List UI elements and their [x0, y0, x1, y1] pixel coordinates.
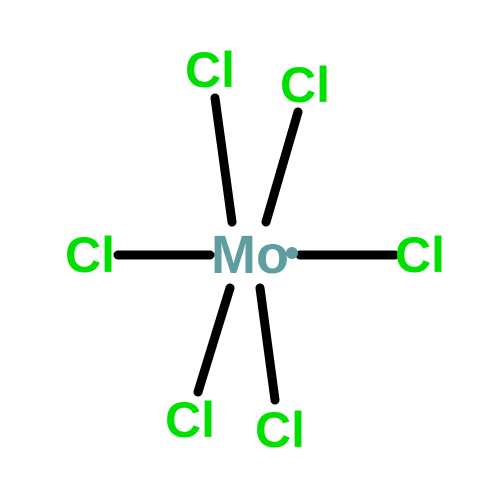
atom-cl-bottom-left: Cl	[165, 392, 215, 448]
atom-cl-top-left: Cl	[185, 42, 235, 98]
atom-center: Mo	[211, 225, 289, 285]
atoms-group: Mo Cl Cl Cl Cl Cl Cl	[65, 42, 445, 458]
atom-cl-right: Cl	[395, 227, 445, 283]
bond	[215, 98, 232, 222]
bond	[260, 288, 275, 400]
radical-dot	[286, 247, 298, 259]
atom-cl-left: Cl	[65, 227, 115, 283]
atom-cl-bottom-right: Cl	[255, 402, 305, 458]
molecule-diagram: Mo Cl Cl Cl Cl Cl Cl	[0, 0, 500, 500]
bond	[198, 288, 230, 392]
bond	[266, 112, 298, 222]
atom-cl-top-right: Cl	[280, 57, 330, 113]
